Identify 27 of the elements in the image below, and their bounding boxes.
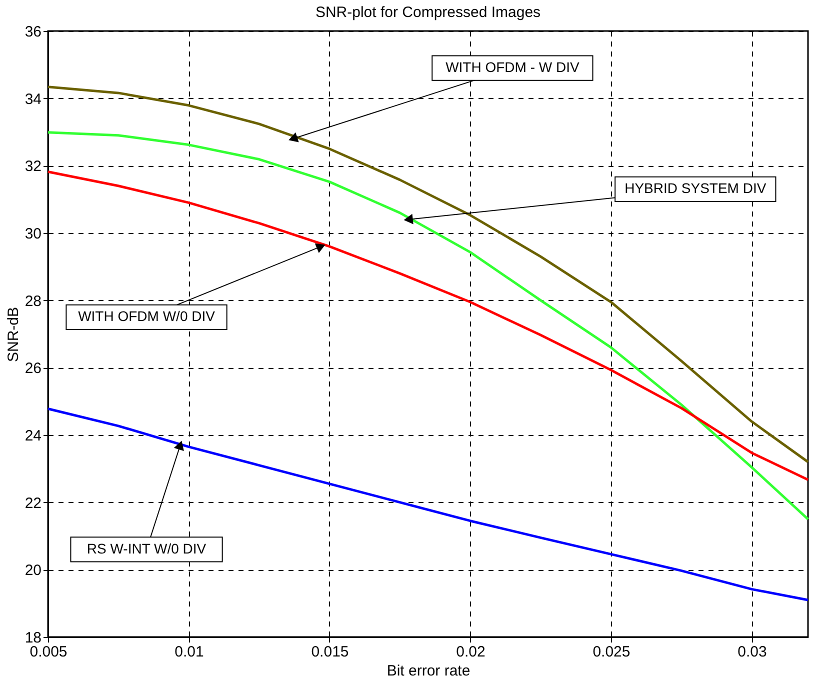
line-series bbox=[46, 131, 810, 520]
chart-title: SNR-plot for Compressed Images bbox=[315, 4, 541, 21]
annotation: WITH OFDM W/0 DIV bbox=[78, 308, 216, 324]
y-tick-label: 26 bbox=[24, 360, 42, 378]
y-tick-label: 36 bbox=[24, 24, 42, 40]
annotation: RS W-INT W/0 DIV bbox=[86, 540, 207, 556]
annotation: HYBRID SYSTEM DIV bbox=[624, 180, 767, 196]
x-tick-label: 0.025 bbox=[592, 644, 630, 660]
y-tick-label: 20 bbox=[24, 562, 42, 580]
line-series bbox=[46, 86, 810, 464]
y-tick-label: 32 bbox=[24, 158, 42, 176]
annotation: WITH OFDM - W DIV bbox=[446, 59, 580, 76]
y-tick-label: 18 bbox=[24, 630, 42, 646]
line-series bbox=[46, 170, 810, 482]
y-tick-label: 22 bbox=[24, 494, 42, 512]
line-series bbox=[46, 407, 810, 602]
x-tick-label: 0.02 bbox=[456, 644, 486, 660]
x-axis-title: Bit error rate bbox=[386, 662, 470, 680]
x-tick-label: 0.03 bbox=[738, 644, 767, 660]
x-tick-label: 0.01 bbox=[174, 644, 204, 660]
y-tick-label: 30 bbox=[24, 226, 42, 242]
y-tick-label: 24 bbox=[24, 428, 42, 444]
y-axis-title: SNR-dB bbox=[4, 306, 22, 362]
y-tick-label: 28 bbox=[24, 292, 42, 310]
x-tick-label: 0.005 bbox=[30, 644, 68, 660]
x-tick-label: 0.015 bbox=[311, 644, 349, 660]
y-tick-label: 34 bbox=[24, 90, 42, 108]
